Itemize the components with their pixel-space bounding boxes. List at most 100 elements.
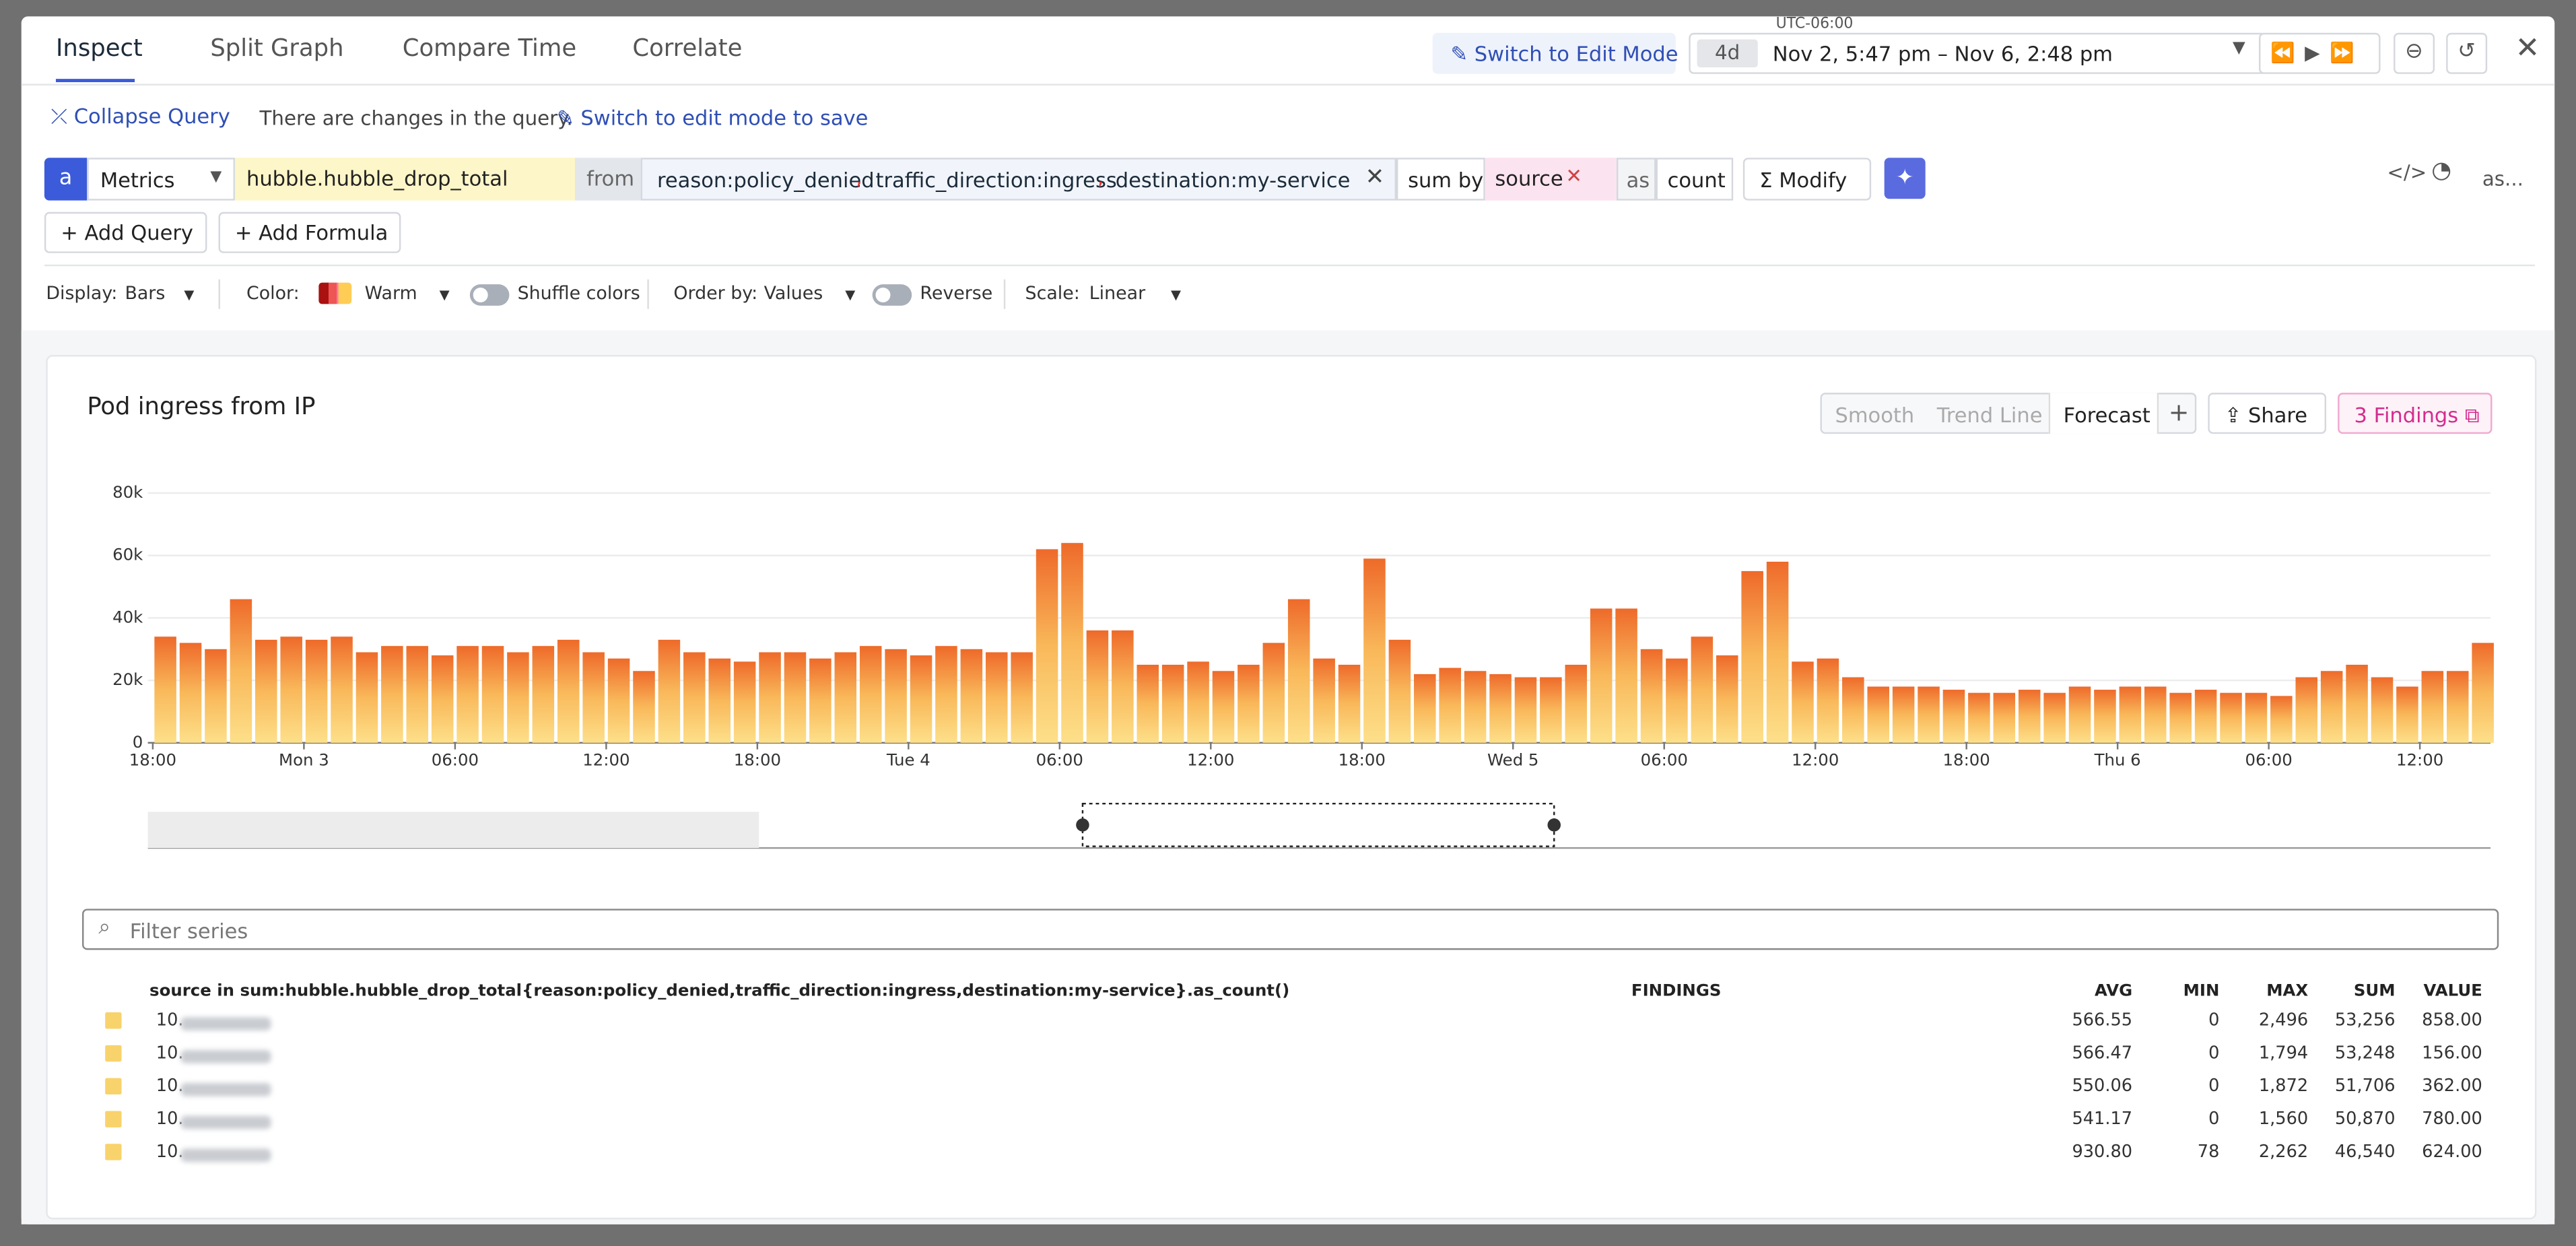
series-name[interactable]: 10.: [156, 1076, 184, 1096]
share-button[interactable]: ⇪ Share: [2208, 393, 2327, 434]
bar: [1414, 674, 1436, 743]
cell: 0: [2208, 1043, 2220, 1063]
bar: [809, 658, 832, 743]
bar: [2295, 677, 2318, 743]
reverse-toggle[interactable]: [872, 284, 912, 306]
shuffle-label: Shuffle colors: [517, 282, 640, 304]
bar: [1439, 667, 1461, 743]
bar: [1313, 658, 1335, 743]
scale-select[interactable]: Linear ▼: [1089, 282, 1181, 304]
tab-underline: [55, 79, 135, 82]
series-swatch: [105, 1078, 122, 1095]
bar: [2346, 664, 2368, 743]
bar: [1137, 664, 1159, 743]
shuffle-toggle[interactable]: [469, 284, 510, 306]
y-tick-label: 40k: [112, 607, 143, 626]
playback-controls[interactable]: ⏪▶⏩: [2259, 32, 2381, 74]
filter-field[interactable]: reason:policy_denied, traffic_direction:…: [640, 158, 1396, 201]
add-formula[interactable]: + Add Formula: [218, 211, 401, 253]
bar: [1388, 639, 1411, 743]
ai-button[interactable]: ✦: [1884, 158, 1926, 199]
trend-button[interactable]: Trend Line: [1936, 402, 2043, 428]
bar: [910, 655, 933, 743]
add-query[interactable]: + Add Query: [44, 211, 207, 253]
bar: [1514, 677, 1537, 743]
series-name[interactable]: 10.: [156, 1142, 184, 1162]
series-swatch: [105, 1111, 122, 1127]
zoom-out[interactable]: ⊖: [2394, 32, 2435, 74]
bar: [1666, 658, 1688, 743]
save-link[interactable]: ✎ Switch to edit mode to save: [557, 105, 869, 130]
x-tick-label: 18:00: [1338, 750, 1386, 770]
bar: [507, 652, 529, 743]
bar: [1867, 686, 1889, 743]
code-icon[interactable]: </>: [2387, 161, 2427, 185]
reverse-label: Reverse: [920, 282, 993, 304]
bar: [2068, 686, 2091, 743]
filter-input[interactable]: ⌕ Filter series: [82, 909, 2499, 950]
metric-field[interactable]: hubble.hubble_drop_total: [234, 158, 575, 201]
bar: [1565, 664, 1588, 743]
bar: [2270, 696, 2293, 743]
bar: [2144, 686, 2167, 743]
forecast-button[interactable]: Forecast: [2063, 402, 2150, 428]
order-select[interactable]: Values ▼: [764, 282, 856, 304]
x-tick-label: Wed 5: [1487, 750, 1538, 770]
color-select[interactable]: Warm ▼: [364, 282, 450, 304]
close-button[interactable]: ✕: [2515, 31, 2540, 66]
smooth-button[interactable]: Smooth: [1835, 402, 1915, 428]
bar: [885, 649, 907, 743]
source-select[interactable]: Metrics ▼: [87, 158, 235, 201]
divider: [21, 84, 2555, 86]
filter-tag: traffic_direction:ingress: [875, 167, 1117, 193]
display-select[interactable]: Bars ▼: [125, 282, 195, 304]
modify-button[interactable]: Σ Modify: [1742, 158, 1872, 201]
inspect-modal: Inspect Split Graph Compare Time Correla…: [21, 16, 2555, 1224]
rollup-field[interactable]: count: [1656, 158, 1734, 201]
edit-mode-button[interactable]: ✎ Switch to Edit Mode: [1432, 32, 1678, 74]
group-field[interactable]: source ✕: [1485, 158, 1617, 201]
group-tag: source: [1495, 166, 1563, 191]
notice: There are changes in the query.: [259, 106, 573, 130]
filter-placeholder: Filter series: [129, 918, 248, 944]
tab[interactable]: Compare Time: [402, 36, 577, 63]
bar: [1892, 686, 1915, 743]
series-name[interactable]: 10.: [156, 1043, 184, 1063]
cell: 46,540: [2334, 1142, 2396, 1162]
widget-card: [46, 355, 2537, 1220]
collapse-query[interactable]: ⤫ Collapse Query: [50, 103, 230, 129]
time-picker[interactable]: 4d Nov 2, 5:47 pm – Nov 6, 2:48 pm ▼: [1689, 32, 2268, 74]
more[interactable]: as...: [2482, 167, 2523, 191]
column-header: VALUE: [2423, 983, 2482, 1001]
cell: 566.55: [2072, 1010, 2133, 1030]
cell: 78: [2197, 1142, 2220, 1162]
tab[interactable]: Split Graph: [210, 36, 344, 63]
reset[interactable]: ↺: [2446, 32, 2488, 74]
findings-button[interactable]: 3 Findings ⧉: [2338, 393, 2493, 434]
bar: [406, 646, 429, 743]
bar: [935, 646, 957, 743]
bar: [305, 639, 328, 743]
y-tick-label: 80k: [112, 482, 143, 502]
series-swatch: [105, 1012, 122, 1029]
bar: [2220, 692, 2242, 743]
series-name[interactable]: 10.: [156, 1109, 184, 1129]
palette-icon[interactable]: ◔: [2431, 158, 2452, 185]
tab[interactable]: Inspect: [55, 36, 143, 63]
tab[interactable]: Correlate: [632, 36, 743, 63]
bar: [1061, 543, 1083, 743]
bar: [733, 661, 756, 743]
column-header: source in sum:hubble.hubble_drop_total{r…: [149, 983, 1290, 1001]
share-label: Share: [2248, 402, 2308, 428]
sum-by-label: sum by: [1408, 167, 1484, 193]
bar: [960, 649, 983, 743]
bar: [1238, 664, 1260, 743]
cell: 624.00: [2422, 1142, 2482, 1162]
bar: [154, 636, 176, 743]
series-name[interactable]: 10.: [156, 1010, 184, 1030]
bar: [1968, 692, 1990, 743]
cell: 780.00: [2422, 1109, 2482, 1129]
cell: 2,262: [2258, 1142, 2309, 1162]
from-label: from: [575, 158, 641, 201]
